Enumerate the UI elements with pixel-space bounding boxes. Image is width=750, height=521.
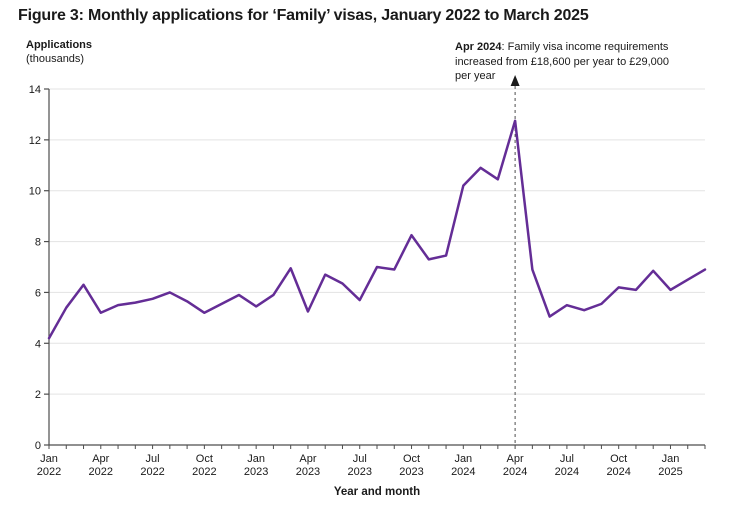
annotation-line2: increased from £18,600 per year to £29,0… [455, 55, 670, 68]
x-tick-label-year: 2023 [244, 466, 268, 478]
annotation-line3: per year [455, 70, 496, 82]
y-tick-label: 12 [29, 135, 41, 147]
x-tick-label-year: 2023 [399, 466, 423, 478]
y-tick-label: 2 [35, 389, 41, 401]
x-tick-label-year: 2024 [451, 466, 475, 478]
annotation-up-arrow-icon [510, 75, 520, 86]
x-tick-label-year: 2022 [89, 466, 113, 478]
x-tick-label-month: Jan [40, 453, 58, 465]
x-tick-label-year: 2025 [658, 466, 682, 478]
x-tick-label-month: Oct [196, 453, 213, 465]
y-axis-subtitle: (thousands) [26, 53, 85, 65]
annotation-line1: : Family visa income requirements [501, 41, 669, 53]
x-tick-label-month: Jan [247, 453, 265, 465]
data-line [47, 119, 707, 340]
x-tick-label-month: Oct [610, 453, 627, 465]
annotation-apr-2024: Apr 2024: Family visa income requirement… [455, 40, 750, 84]
x-tick-label-month: Jan [454, 453, 472, 465]
x-tick-label-year: 2024 [555, 466, 579, 478]
x-tick-label-month: Apr [299, 453, 316, 465]
x-tick-label-year: 2023 [347, 466, 371, 478]
chart-title: Figure 3: Monthly applications for ‘Fami… [18, 7, 589, 24]
x-tick-label-month: Jan [662, 453, 680, 465]
y-tick-label: 8 [35, 237, 41, 249]
x-tick-label-year: 2022 [192, 466, 216, 478]
y-tick-label: 14 [29, 84, 41, 96]
x-tick-label-month: Jul [353, 453, 367, 465]
x-axis-title: Year and month [333, 486, 421, 498]
y-tick-label: 4 [35, 338, 41, 350]
y-tick-label: 6 [35, 287, 41, 299]
x-tick-label-month: Apr [92, 453, 109, 465]
x-tick-label-month: Jul [146, 453, 160, 465]
annotation-bold-date: Apr 2024 [455, 41, 502, 53]
x-tick-label-year: 2022 [140, 466, 164, 478]
y-tick-label: 10 [29, 186, 41, 198]
x-tick-label-month: Jul [560, 453, 574, 465]
x-tick-label-year: 2022 [37, 466, 61, 478]
x-tick-label-year: 2023 [296, 466, 320, 478]
y-axis-title: Applications [26, 39, 93, 51]
x-tick-label-month: Oct [403, 453, 420, 465]
x-tick-label-month: Apr [507, 453, 524, 465]
y-tick-label: 0 [35, 440, 41, 452]
x-tick-label-year: 2024 [606, 466, 630, 478]
x-tick-label-year: 2024 [503, 466, 527, 478]
